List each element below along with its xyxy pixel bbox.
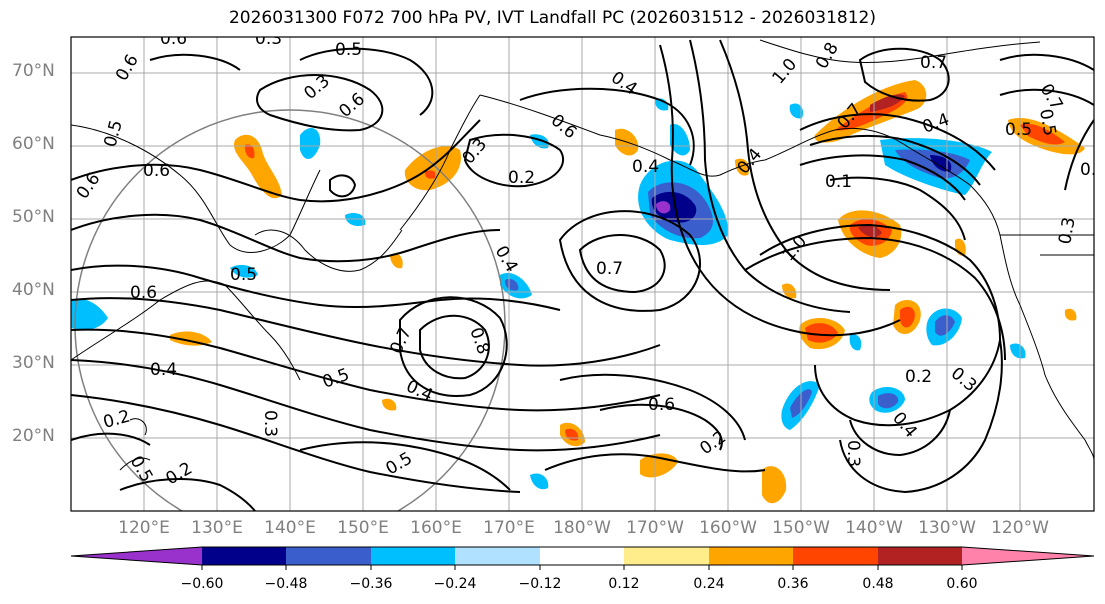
pv-contours — [71, 39, 1094, 511]
lon-label-120e: 120°E — [118, 518, 170, 538]
svg-text:0.3: 0.3 — [255, 29, 282, 49]
colorbar-bin — [202, 547, 286, 565]
lon-label-160e: 160°E — [410, 518, 462, 538]
colorbar-bin — [793, 547, 878, 565]
lon-label-130w: 130°W — [918, 518, 976, 538]
colorbar-bin — [709, 547, 793, 565]
svg-text:0.4: 0.4 — [632, 157, 659, 177]
colorbar-min-extension — [71, 547, 202, 565]
svg-text:0.5: 0.5 — [1005, 120, 1032, 140]
svg-text:0.2: 0.2 — [905, 367, 932, 387]
colorbar-tick-label: 0.60 — [946, 576, 978, 592]
colorbar-bin — [878, 547, 962, 565]
svg-text:0.3: 0.3 — [843, 440, 863, 467]
colorbar-tick-label: 0.24 — [693, 576, 725, 592]
colorbar-bin — [540, 547, 624, 565]
colorbar-bin — [371, 547, 455, 565]
svg-text:0.7: 0.7 — [920, 53, 947, 73]
svg-text:0.5: 0.5 — [1035, 107, 1059, 137]
colorbar — [70, 546, 1095, 570]
svg-text:0.5: 0.5 — [230, 265, 257, 285]
lat-label-70n: 70°N — [12, 61, 55, 81]
colorbar-tick-label: −0.48 — [264, 576, 308, 592]
range-circle — [74, 109, 506, 511]
lon-label-140w: 140°W — [845, 518, 903, 538]
lon-label-180w: 180°W — [553, 518, 611, 538]
colorbar-tick-label: −0.24 — [433, 576, 477, 592]
map-border — [70, 36, 1095, 512]
svg-text:0.3: 0.3 — [1080, 160, 1105, 180]
svg-text:0.3: 0.3 — [260, 410, 280, 437]
lat-label-30n: 30°N — [12, 353, 55, 373]
colorbar-tick-label: −0.60 — [180, 576, 224, 592]
lat-label-40n: 40°N — [12, 280, 55, 300]
lon-label-140e: 140°E — [264, 518, 316, 538]
colorbar-tick-label: 0.36 — [777, 576, 809, 592]
colorbar-tick-label: −0.36 — [349, 576, 393, 592]
lon-label-150e: 150°E — [337, 518, 389, 538]
svg-text:0.5: 0.5 — [335, 40, 362, 60]
coastlines — [71, 39, 1094, 471]
svg-text:0.4: 0.4 — [150, 360, 177, 380]
lon-label-170w: 170°W — [626, 518, 684, 538]
colorbar-tick-label: −0.12 — [518, 576, 562, 592]
lon-label-120w: 120°W — [991, 518, 1049, 538]
lon-label-130e: 130°E — [191, 518, 243, 538]
svg-text:0.6: 0.6 — [160, 29, 187, 49]
lat-label-60n: 60°N — [12, 134, 55, 154]
svg-text:0.6: 0.6 — [648, 395, 675, 415]
svg-text:0.1: 0.1 — [825, 172, 852, 192]
lon-label-150w: 150°W — [772, 518, 830, 538]
colorbar-tick-label: 0.48 — [862, 576, 894, 592]
svg-text:0.2: 0.2 — [508, 168, 535, 188]
svg-text:0.3: 0.3 — [1055, 216, 1079, 246]
colorbar-tick-label: 0.12 — [608, 576, 640, 592]
lon-label-170e: 170°E — [483, 518, 535, 538]
lat-label-20n: 20°N — [12, 426, 55, 446]
colorbar-bin — [286, 547, 371, 565]
lon-label-160w: 160°W — [699, 518, 757, 538]
chart-title: 2026031300 F072 700 hPa PV, IVT Landfall… — [228, 8, 876, 28]
colorbar-max-extension — [962, 547, 1094, 565]
colorbar-bin — [624, 547, 709, 565]
lat-label-50n: 50°N — [12, 207, 55, 227]
colorbar-bin — [455, 547, 540, 565]
svg-text:0.6: 0.6 — [143, 161, 170, 181]
svg-text:0.6: 0.6 — [130, 283, 157, 303]
svg-text:0.7: 0.7 — [596, 259, 623, 279]
